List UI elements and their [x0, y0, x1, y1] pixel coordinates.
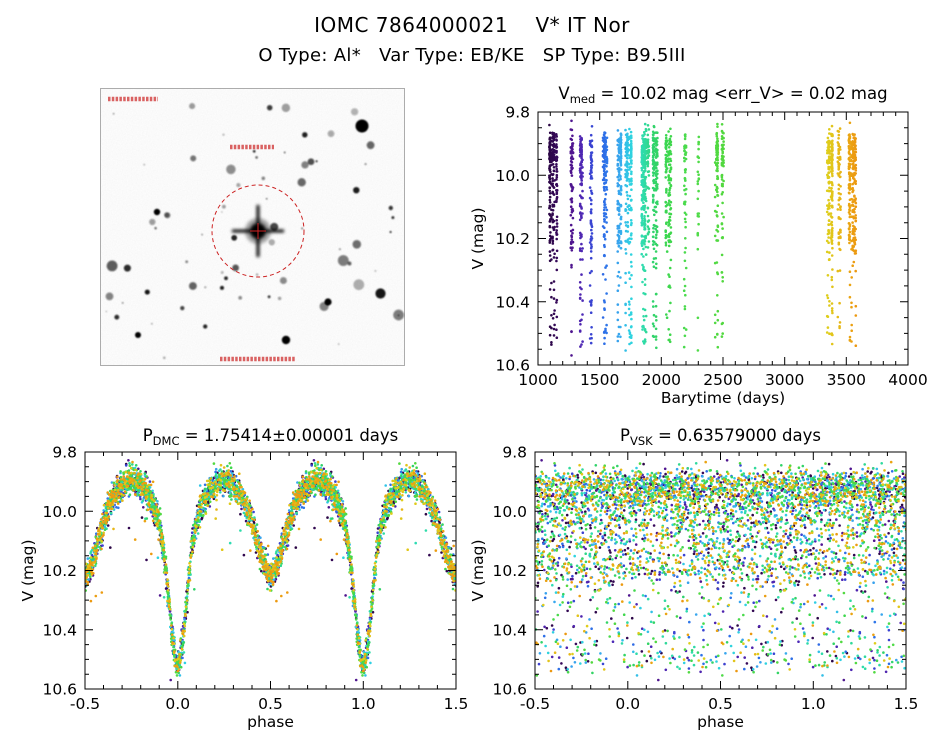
time_series-ticks — [537, 111, 909, 366]
svg-text:2000: 2000 — [642, 371, 681, 389]
phase_vsk-xlabel: phase — [697, 713, 744, 731]
svg-text:1500: 1500 — [580, 371, 619, 389]
page-subtitle: O Type: Al* Var Type: EB/KE SP Type: B9.… — [258, 45, 686, 66]
svg-text:3500: 3500 — [827, 371, 866, 389]
phase_dmc-ylabel: V (mag) — [19, 539, 37, 601]
phase-folded-dmc-chart: -0.5 0.0 0.5 1.0 1.59.810.010.210.410.6phase… — [19, 426, 468, 731]
phase_vsk-ylabel: V (mag) — [469, 539, 487, 601]
aperture-circle — [211, 184, 305, 278]
phase_dmc-title: PDMC = 1.75414±0.00001 days — [143, 426, 399, 448]
lightcurve-time-chart: 1000 1500 2000 2500 3000 3500 4000 9.8 10.0 10.2 1… — [469, 84, 928, 407]
page-title: IOMC 7864000021 V* IT Nor — [314, 13, 630, 37]
phase_dmc-points — [85, 459, 456, 682]
svg-text:1000: 1000 — [518, 371, 557, 389]
phase_vsk-ticks — [534, 451, 907, 690]
svg-text:9.8: 9.8 — [505, 104, 530, 122]
time_series-xlabel: Barytime (days) — [661, 389, 785, 407]
svg-text:10.4: 10.4 — [495, 293, 530, 311]
svg-text:4000: 4000 — [888, 371, 927, 389]
phase_dmc-ticks — [84, 451, 457, 690]
finder-border — [100, 88, 405, 366]
phase-folded-vsk-chart: -0.5 0.0 0.5 1.0 1.59.810.010.210.410.6phase… — [469, 426, 918, 731]
svg-text:10.6: 10.6 — [495, 357, 530, 375]
finding-chart — [100, 88, 405, 366]
phase_vsk-title: PVSK = 0.63579000 days — [620, 426, 821, 448]
star-field — [105, 103, 404, 360]
svg-text:10.2: 10.2 — [495, 230, 530, 248]
svg-text:10.0: 10.0 — [495, 167, 530, 185]
time_series-title: Vmed = 10.02 mag <err_V> = 0.02 mag — [558, 84, 887, 106]
target-crosshair-icon — [250, 223, 266, 239]
svg-text:3000: 3000 — [765, 371, 804, 389]
svg-text:2500: 2500 — [703, 371, 742, 389]
time_series-ylabel: V (mag) — [469, 207, 487, 269]
phase_vsk-points — [535, 459, 906, 682]
phase_dmc-xlabel: phase — [247, 713, 294, 731]
time_series-points — [548, 119, 858, 357]
